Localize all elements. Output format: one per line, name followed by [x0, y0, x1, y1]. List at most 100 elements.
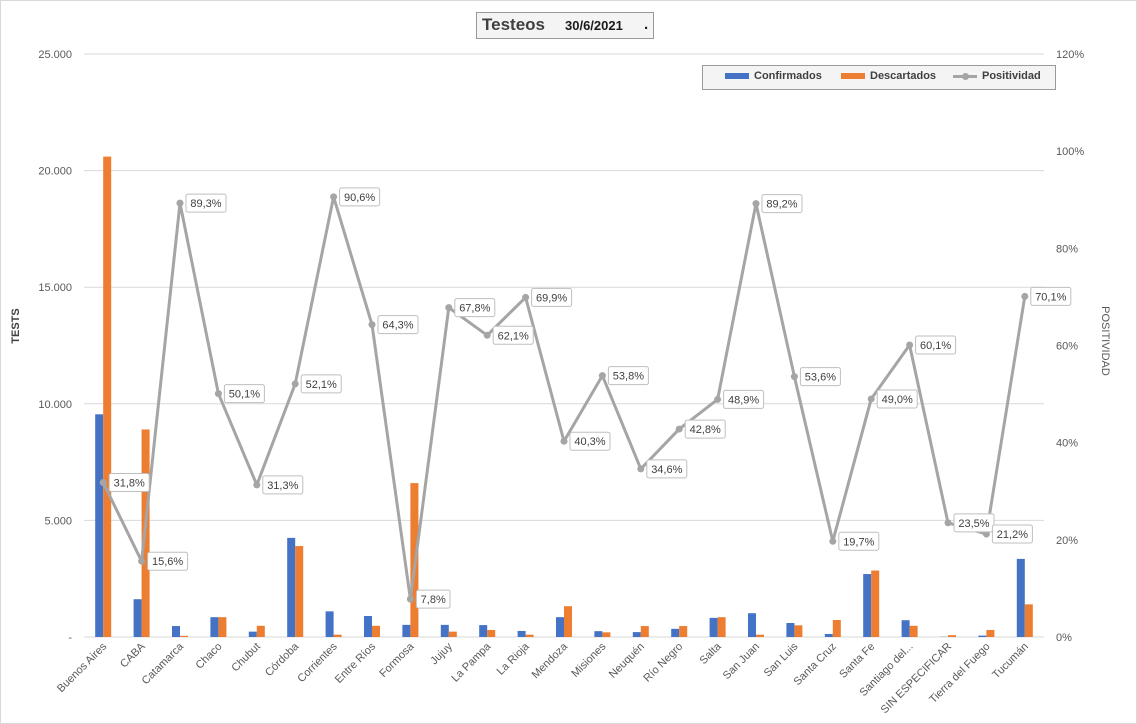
bar-confirmados: [709, 617, 718, 637]
data-label-box: [953, 513, 995, 533]
point-positividad: [176, 199, 184, 207]
y2-axis-title: POSITIVIDAD: [1099, 306, 1111, 376]
point-positividad: [445, 304, 453, 312]
chart-title-box: Testeos 30/6/2021 .: [476, 12, 654, 39]
data-label-box: [569, 431, 611, 451]
data-label-positividad: 15,6%: [152, 556, 183, 568]
bar-descartados: [986, 630, 995, 637]
point-positividad: [253, 481, 261, 489]
data-label-positividad: 7,8%: [421, 594, 446, 606]
point-positividad: [560, 437, 568, 445]
legend-item-positividad: Positividad: [953, 70, 1041, 82]
y-tick-label: 25.000: [38, 49, 72, 61]
y-tick-label: 10.000: [38, 399, 72, 411]
data-label-box: [723, 389, 765, 409]
data-label-positividad: 89,2%: [766, 199, 797, 211]
bar-confirmados: [594, 631, 603, 637]
bar-confirmados: [824, 633, 833, 637]
x-tick-label: Misiones: [569, 640, 609, 680]
bar-confirmados: [479, 625, 488, 637]
point-positividad: [906, 341, 914, 349]
bar-confirmados: [440, 624, 449, 637]
x-tick-label: La Pampa: [449, 640, 494, 685]
data-label-positividad: 23,5%: [958, 518, 989, 530]
data-label-box: [531, 287, 573, 307]
y2-tick-label: 40%: [1056, 438, 1078, 450]
point-positividad: [867, 395, 875, 403]
point-positividad: [330, 193, 338, 201]
data-label-box: [607, 366, 649, 386]
data-label-box: [185, 193, 227, 213]
bar-confirmados: [133, 599, 142, 637]
y-tick-label: -: [68, 632, 72, 644]
bar-descartados: [333, 634, 342, 637]
point-positividad: [714, 395, 722, 403]
bar-descartados: [871, 570, 880, 637]
bar-confirmados: [978, 635, 987, 637]
point-positividad: [944, 519, 952, 527]
bar-descartados: [295, 546, 304, 637]
data-label-positividad: 90,6%: [344, 192, 375, 204]
y-axis-title: TESTS: [10, 308, 22, 343]
chart-title: Testeos: [482, 15, 545, 34]
x-tick-label: San Luis: [762, 640, 801, 679]
bar-descartados: [756, 634, 764, 637]
x-tick-label: La Rioja: [495, 640, 533, 678]
x-tick-label: Chaco: [194, 641, 225, 672]
x-tick-label: Formosa: [377, 640, 417, 680]
data-label-positividad: 31,3%: [267, 480, 298, 492]
data-label-box: [876, 389, 918, 409]
data-label-box: [262, 475, 304, 495]
bar-confirmados: [632, 632, 641, 637]
data-label-box: [108, 473, 150, 493]
point-positividad: [598, 372, 606, 380]
x-tick-label: Jujuy: [428, 640, 455, 667]
bar-confirmados: [556, 617, 564, 637]
point-positividad: [790, 373, 798, 381]
legend-label-confirmados: Confirmados: [754, 70, 822, 82]
bar-confirmados: [901, 620, 910, 637]
data-label-positividad: 50,1%: [229, 389, 260, 401]
point-positividad: [483, 331, 491, 339]
data-label-box: [339, 187, 381, 207]
data-label-positividad: 70,1%: [1035, 291, 1066, 303]
x-tick-label: CABA: [118, 640, 148, 670]
bar-descartados: [679, 626, 688, 637]
y2-tick-label: 60%: [1056, 341, 1078, 353]
x-tick-label: Chubut: [229, 641, 263, 675]
x-tick-label: Santa Fe: [837, 641, 877, 681]
x-tick-label: Mendoza: [530, 640, 571, 681]
bar-descartados: [602, 632, 611, 637]
bar-confirmados: [210, 617, 219, 637]
data-label-box: [646, 459, 688, 479]
data-label-box: [1030, 286, 1072, 306]
point-positividad: [406, 595, 414, 603]
data-label-positividad: 53,8%: [613, 371, 644, 383]
point-positividad: [675, 425, 683, 433]
data-label-positividad: 49,0%: [882, 394, 913, 406]
point-positividad: [752, 200, 760, 208]
x-tick-label: Córdoba: [263, 640, 302, 679]
data-label-positividad: 31,8%: [114, 478, 145, 490]
chart-legend: Confirmados Descartados Positividad: [702, 65, 1056, 90]
y2-tick-label: 0%: [1056, 632, 1072, 644]
bar-descartados: [1024, 604, 1033, 637]
data-label-positividad: 64,3%: [382, 320, 413, 332]
data-label-box: [147, 551, 189, 571]
x-tick-label: Buenos Aires: [55, 640, 110, 695]
point-positividad: [99, 479, 107, 487]
chart-date: 30/6/2021: [565, 18, 623, 33]
x-tick-label: SIN ESPECIFICAR: [879, 641, 955, 717]
data-label-positividad: 19,7%: [843, 536, 874, 548]
x-tick-label: Entre Ríos: [333, 640, 379, 686]
bar-confirmados: [517, 630, 526, 637]
x-tick-label: San Juan: [721, 641, 762, 682]
bar-confirmados: [325, 611, 334, 637]
bar-confirmados: [172, 626, 180, 637]
data-label-box: [454, 298, 496, 318]
y-tick-label: 15.000: [38, 282, 72, 294]
legend-item-descartados: Descartados: [841, 70, 936, 82]
bar-descartados: [256, 625, 265, 637]
y2-tick-label: 20%: [1056, 535, 1078, 547]
bar-confirmados: [748, 613, 756, 637]
